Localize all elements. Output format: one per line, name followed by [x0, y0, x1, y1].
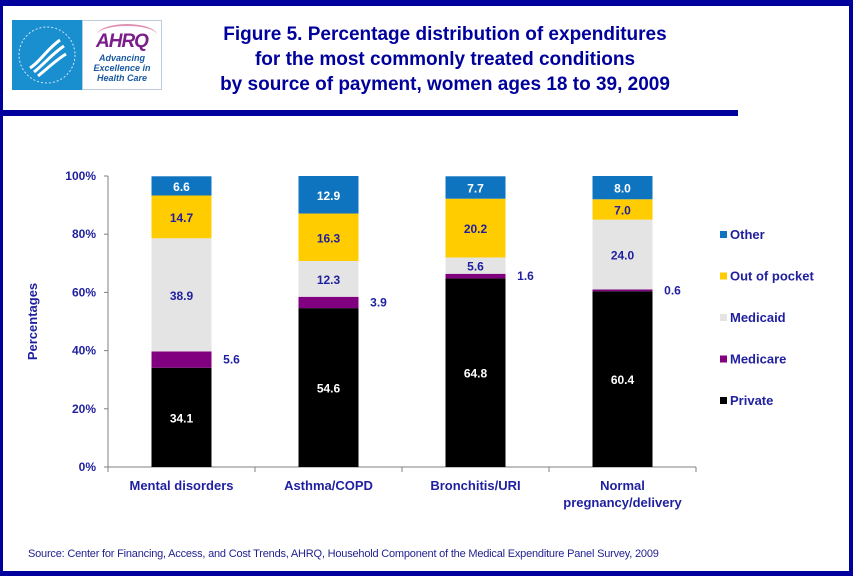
bar-segment-private [445, 278, 506, 467]
legend-swatch-medicare [720, 355, 727, 363]
bar-segment-medicare [445, 273, 506, 279]
bar-segment-private [592, 291, 653, 467]
bar-segment-out-of-pocket [592, 199, 653, 220]
ahrq-wordmark: AHRQ [96, 31, 149, 52]
title-line: Figure 5. Percentage distribution of exp… [223, 24, 667, 45]
legend-label: Private [730, 393, 773, 408]
y-tick-label: 100% [65, 169, 96, 183]
chart-title: Figure 5. Percentage distribution of exp… [180, 22, 710, 97]
legend-label: Other [730, 227, 765, 242]
bar-segment-out-of-pocket [151, 195, 212, 239]
data-label: 38.9 [170, 289, 194, 303]
title-line: for the most commonly treated conditions [254, 49, 636, 70]
x-tick-label: Mental disorders [129, 478, 233, 493]
bar-segment-other [592, 176, 653, 200]
bar-segment-private [298, 308, 359, 467]
hhs-seal-icon [12, 20, 82, 90]
ahrq-arc-icon [97, 24, 157, 46]
logo-block: AHRQ Advancing Excellence in Health Care [12, 20, 162, 90]
legend-swatch-out-of-pocket [720, 272, 727, 280]
y-tick-label: 40% [72, 344, 96, 358]
x-tick-label: Bronchitis/URI [430, 478, 520, 493]
data-label: 12.9 [317, 189, 341, 203]
ahrq-tagline-line: Advancing [98, 53, 145, 63]
bar-segment-other [151, 176, 212, 196]
bar-segment-medicare [592, 289, 653, 292]
bar-segment-private [151, 367, 212, 467]
bar-segment-out-of-pocket [445, 198, 506, 258]
data-label: 24.0 [611, 249, 635, 263]
bar-segment-medicaid [151, 238, 212, 352]
y-axis-label: Percentages [25, 283, 40, 360]
ahrq-tagline-line: Excellence in [93, 63, 151, 73]
source-note: Source: Center for Financing, Access, an… [28, 548, 659, 560]
bar-segment-other [298, 176, 359, 214]
data-label: 6.6 [173, 180, 190, 194]
bar-segment-medicare [151, 351, 212, 368]
header-divider [0, 110, 738, 116]
data-label: 0.6 [664, 283, 681, 297]
data-label: 60.4 [611, 373, 635, 387]
ahrq-tagline: Advancing Excellence in Health Care [83, 53, 161, 83]
data-label: 1.6 [517, 269, 534, 283]
y-tick-label: 80% [72, 227, 96, 241]
bar-segment-medicaid [592, 219, 653, 290]
data-label: 16.3 [317, 231, 341, 245]
bar-segment-other [445, 176, 506, 199]
y-tick-label: 20% [72, 402, 96, 416]
legend-label: Out of pocket [730, 269, 814, 284]
legend-swatch-other [720, 231, 727, 238]
legend-label: Medicaid [730, 310, 786, 325]
data-label: 64.8 [464, 367, 488, 381]
x-tick-label: pregnancy/delivery [563, 495, 682, 510]
x-tick-label: Asthma/COPD [284, 478, 373, 493]
bar-segment-medicaid [445, 257, 506, 274]
legend-label: Medicare [730, 352, 786, 367]
data-label: 20.2 [464, 222, 488, 236]
data-label: 5.6 [467, 260, 484, 274]
data-label: 8.0 [614, 182, 631, 196]
bar-segment-medicaid [298, 260, 359, 297]
data-label: 7.7 [467, 181, 484, 195]
data-label: 7.0 [614, 203, 631, 217]
y-tick-label: 0% [79, 460, 97, 474]
ahrq-logo: AHRQ Advancing Excellence in Health Care [82, 20, 162, 90]
bar-segment-medicare [298, 296, 359, 309]
bar-segment-out-of-pocket [298, 213, 359, 261]
x-tick-label: Normal [600, 478, 645, 493]
data-label: 12.3 [317, 273, 341, 287]
legend-swatch-medicaid [720, 314, 727, 321]
legend-swatch-private [720, 397, 727, 404]
data-label: 14.7 [170, 211, 194, 225]
y-tick-label: 60% [72, 285, 96, 299]
data-label: 54.6 [317, 382, 341, 396]
ahrq-tagline-line: Health Care [96, 73, 148, 83]
data-label: 3.9 [370, 295, 387, 309]
title-line: by source of payment, women ages 18 to 3… [220, 74, 670, 95]
data-label: 34.1 [170, 411, 194, 425]
data-label: 5.6 [223, 353, 240, 367]
